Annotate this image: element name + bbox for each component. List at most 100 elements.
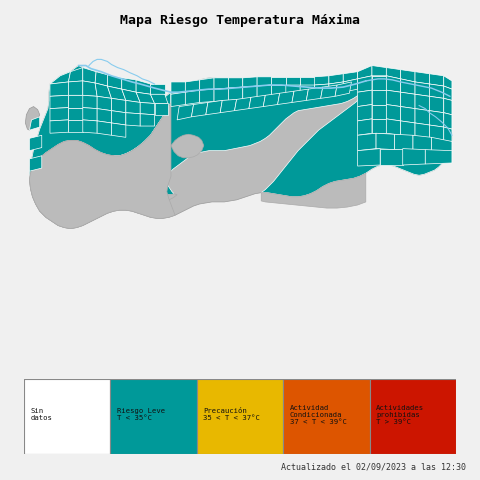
Polygon shape [430, 111, 444, 127]
Polygon shape [29, 66, 171, 180]
Polygon shape [403, 149, 425, 165]
Polygon shape [358, 133, 376, 151]
Bar [110, 379, 197, 454]
Polygon shape [386, 119, 401, 135]
Polygon shape [415, 72, 430, 84]
Polygon shape [171, 82, 185, 94]
Polygon shape [314, 76, 329, 85]
Polygon shape [263, 93, 280, 107]
Polygon shape [415, 82, 430, 96]
Polygon shape [171, 134, 204, 158]
Polygon shape [50, 108, 69, 121]
Polygon shape [192, 102, 208, 117]
Polygon shape [69, 81, 83, 96]
Polygon shape [111, 123, 126, 137]
Polygon shape [243, 77, 257, 87]
Polygon shape [97, 121, 111, 135]
Polygon shape [108, 75, 122, 89]
Text: Mapa Riesgo Temperatura Máxima: Mapa Riesgo Temperatura Máxima [120, 13, 360, 26]
Polygon shape [306, 87, 323, 100]
Polygon shape [155, 104, 168, 115]
Polygon shape [228, 87, 243, 100]
Polygon shape [122, 78, 136, 92]
Polygon shape [140, 114, 155, 126]
Polygon shape [401, 70, 415, 82]
Polygon shape [261, 173, 366, 208]
Polygon shape [200, 89, 214, 102]
Polygon shape [140, 102, 155, 115]
Polygon shape [430, 84, 444, 98]
Polygon shape [343, 72, 358, 82]
Polygon shape [415, 108, 430, 125]
Polygon shape [111, 111, 126, 125]
Text: Sin
datos: Sin datos [31, 408, 52, 421]
Polygon shape [206, 100, 222, 115]
Polygon shape [444, 113, 452, 129]
Polygon shape [358, 90, 372, 107]
Polygon shape [50, 82, 69, 96]
Polygon shape [386, 90, 401, 107]
Polygon shape [372, 90, 386, 105]
Polygon shape [257, 77, 272, 86]
Polygon shape [29, 66, 452, 228]
Polygon shape [25, 107, 40, 130]
Polygon shape [111, 98, 126, 113]
Polygon shape [257, 85, 272, 98]
Polygon shape [401, 121, 415, 137]
Polygon shape [430, 74, 444, 86]
Polygon shape [380, 149, 403, 165]
Polygon shape [386, 105, 401, 121]
Polygon shape [372, 119, 386, 133]
Polygon shape [413, 135, 432, 152]
Polygon shape [314, 84, 329, 96]
Polygon shape [372, 105, 386, 119]
Polygon shape [126, 113, 140, 126]
Bar [197, 379, 283, 454]
Polygon shape [329, 74, 343, 84]
Polygon shape [83, 108, 97, 121]
Polygon shape [395, 134, 413, 151]
Polygon shape [50, 72, 71, 84]
Polygon shape [358, 149, 380, 166]
Polygon shape [29, 135, 42, 151]
Polygon shape [444, 98, 452, 115]
Text: Actividades
prohibidas
T > 39°C: Actividades prohibidas T > 39°C [376, 405, 424, 425]
Polygon shape [272, 85, 286, 97]
Polygon shape [200, 78, 214, 90]
Polygon shape [401, 107, 415, 123]
Polygon shape [292, 89, 308, 102]
Polygon shape [29, 102, 175, 228]
Polygon shape [235, 97, 251, 111]
Polygon shape [83, 120, 97, 133]
Polygon shape [243, 86, 257, 99]
Polygon shape [372, 66, 386, 76]
Polygon shape [50, 96, 69, 108]
Polygon shape [432, 137, 452, 153]
Polygon shape [343, 79, 358, 92]
Polygon shape [286, 77, 300, 85]
Polygon shape [114, 76, 366, 195]
Polygon shape [136, 92, 155, 104]
Polygon shape [29, 156, 42, 171]
Polygon shape [401, 79, 415, 94]
Polygon shape [415, 123, 430, 139]
Polygon shape [185, 80, 200, 92]
Polygon shape [300, 85, 314, 96]
Polygon shape [29, 117, 40, 130]
Polygon shape [249, 96, 265, 108]
Polygon shape [214, 88, 228, 101]
Polygon shape [97, 108, 111, 123]
Polygon shape [69, 120, 83, 132]
Polygon shape [401, 92, 415, 108]
Polygon shape [214, 78, 228, 89]
Polygon shape [321, 85, 337, 98]
Polygon shape [97, 96, 111, 111]
Polygon shape [95, 83, 111, 98]
Polygon shape [300, 77, 314, 85]
Text: Precaución
35 < T < 37°C: Precaución 35 < T < 37°C [204, 408, 260, 421]
Polygon shape [126, 100, 140, 114]
Polygon shape [50, 120, 69, 133]
Polygon shape [171, 92, 185, 107]
Polygon shape [358, 76, 372, 92]
Polygon shape [95, 72, 108, 86]
